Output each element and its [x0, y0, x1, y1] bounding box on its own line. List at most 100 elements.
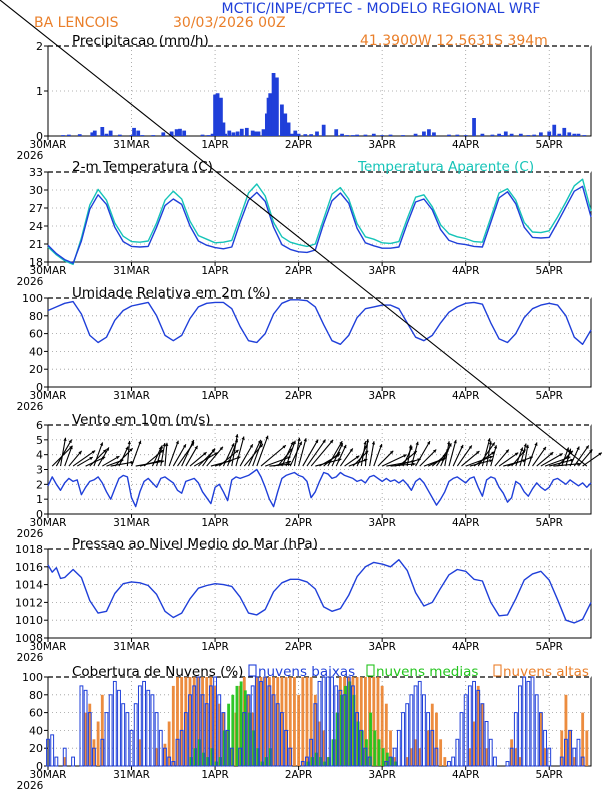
wind-arrow	[494, 449, 510, 467]
cloud-bar-nuvens-altas	[176, 677, 179, 766]
cloud-bar-nuvens-altas	[318, 721, 321, 766]
vento-xtick-label: 3APR	[368, 517, 396, 529]
cloud-bar-nuvens-baixas	[401, 712, 405, 767]
cloud-bar-nuvens-altas	[84, 712, 88, 766]
precip-bar	[472, 118, 476, 136]
cloud-bar-nuvens-altas	[322, 730, 326, 766]
cloud-bar-nuvens-baixas	[183, 712, 188, 767]
cloud-bar-nuvens-baixas	[87, 712, 92, 767]
wind-arrow-head	[89, 457, 93, 461]
cloud-bar-nuvens-baixas	[422, 694, 426, 767]
wind-arrow-head	[476, 451, 480, 455]
wind-arrow	[532, 446, 547, 467]
temp-xtick-label: 1APR	[201, 265, 229, 277]
precip-bar	[206, 135, 211, 136]
cloud-bar-nuvens-baixas	[254, 676, 259, 767]
cloud-bar-nuvens-baixas	[100, 738, 105, 767]
cloud-bar-nuvens-baixas	[305, 756, 309, 767]
cloud-bar-nuvens-baixas	[413, 685, 418, 767]
cloud-bar-nuvens-altas	[476, 685, 480, 766]
cloud-bar-nuvens-baixas	[538, 712, 543, 767]
cloud-bar-nuvens-medias	[239, 681, 243, 766]
precip-bar	[363, 134, 368, 136]
wind-arrow	[277, 447, 294, 467]
cloud-bar-nuvens-baixas	[288, 747, 293, 767]
cloud-bar-nuvens-baixas	[71, 756, 75, 767]
cloud-bar-nuvens-altas	[568, 730, 572, 766]
precip-bar	[315, 131, 319, 136]
cloud-bar-nuvens-baixas	[150, 694, 155, 767]
precip-bar	[422, 131, 426, 136]
precip-bar	[129, 135, 134, 136]
wind-arrow-head	[426, 441, 430, 445]
cloud-bar-nuvens-altas	[100, 694, 104, 766]
run-date-label: 30/03/2026 00Z	[173, 15, 286, 31]
precip-bar	[117, 134, 122, 136]
wind-arrow	[239, 443, 254, 467]
cloud-bar-nuvens-baixas	[167, 756, 172, 767]
wind-arrow-head	[448, 443, 452, 447]
wind-arrow	[89, 449, 107, 467]
wind-arrow	[398, 450, 418, 467]
temp-xtick-label: 2APR	[285, 265, 313, 277]
wind-arrow-head	[105, 447, 109, 451]
pressao-series-line	[47, 559, 592, 624]
cloud-bar-nuvens-baixas	[451, 756, 456, 767]
wind-arrow	[55, 439, 73, 467]
cloud-bar-nuvens-baixas	[154, 712, 159, 767]
cloud-bar-nuvens-altas	[405, 757, 409, 766]
cloud-bar-nuvens-altas	[192, 677, 196, 766]
wind-arrow-head	[489, 455, 493, 459]
cloud-bar-nuvens-baixas	[208, 685, 213, 767]
cloud-bar-nuvens-baixas	[547, 747, 552, 767]
precip-bar	[151, 135, 156, 136]
cloud-bar-nuvens-altas	[581, 712, 585, 766]
cloud-bar-nuvens-baixas	[321, 676, 326, 767]
vento-xtick-label: 30MAR	[30, 517, 67, 529]
cloud-bar-nuvens-baixas	[125, 712, 130, 767]
cloud-bar-nuvens-baixas	[522, 676, 527, 767]
temp-series-line	[47, 185, 592, 264]
cloud-bar-nuvens-baixas	[472, 680, 476, 767]
cloud-bar-nuvens-altas	[389, 730, 392, 766]
cloud-bar-nuvens-altas	[284, 677, 288, 766]
wind-arrow-head	[241, 436, 245, 440]
cloud-bar-nuvens-altas	[313, 694, 317, 766]
wind-arrow	[214, 456, 241, 467]
wind-arrow	[461, 450, 480, 467]
wind-arrow	[156, 445, 163, 467]
precip-bar	[174, 129, 179, 136]
cloud-bar-nuvens-baixas	[271, 694, 276, 767]
wind-arrow	[339, 448, 354, 467]
pressao-xtick-label: 1APR	[201, 641, 229, 653]
wind-arrow-head	[559, 453, 563, 457]
wind-arrow	[327, 440, 343, 467]
wind-arrow-head	[91, 450, 96, 454]
nuvens-ytick-label: 80	[29, 689, 43, 702]
wind-arrow	[481, 438, 491, 467]
cloud-bar-nuvens-baixas	[46, 738, 50, 767]
wind-arrow	[331, 443, 344, 467]
wind-arrow-head	[129, 448, 133, 452]
cloud-bar-nuvens-baixas	[350, 685, 355, 767]
cloud-bar-nuvens-baixas	[392, 747, 397, 767]
wind-arrow-head	[489, 459, 493, 463]
temp-ytick-label: 30	[29, 184, 43, 197]
temp-xtick-label: 30MAR	[30, 265, 67, 277]
wind-arrow-head	[453, 440, 457, 444]
vento-ytick-label: 1	[36, 493, 43, 506]
vento-xtick-label: 1APR	[201, 517, 229, 529]
precip-bar	[582, 135, 587, 136]
cloud-bar-nuvens-altas	[439, 739, 443, 766]
cloud-bar-nuvens-altas	[267, 677, 271, 766]
wind-arrow-head	[343, 444, 347, 449]
wind-arrow-head	[102, 449, 107, 453]
pressao-xtick-label: 31MAR	[113, 641, 150, 653]
wind-arrow	[281, 441, 294, 467]
cloud-bar-nuvens-altas	[309, 677, 313, 766]
wind-arrow-head	[290, 441, 294, 446]
cloud-bar-nuvens-altas	[564, 694, 568, 766]
wind-arrow-head	[589, 449, 593, 453]
pressao-xtick-label: 3APR	[368, 641, 396, 653]
wind-arrow-head	[491, 451, 495, 455]
